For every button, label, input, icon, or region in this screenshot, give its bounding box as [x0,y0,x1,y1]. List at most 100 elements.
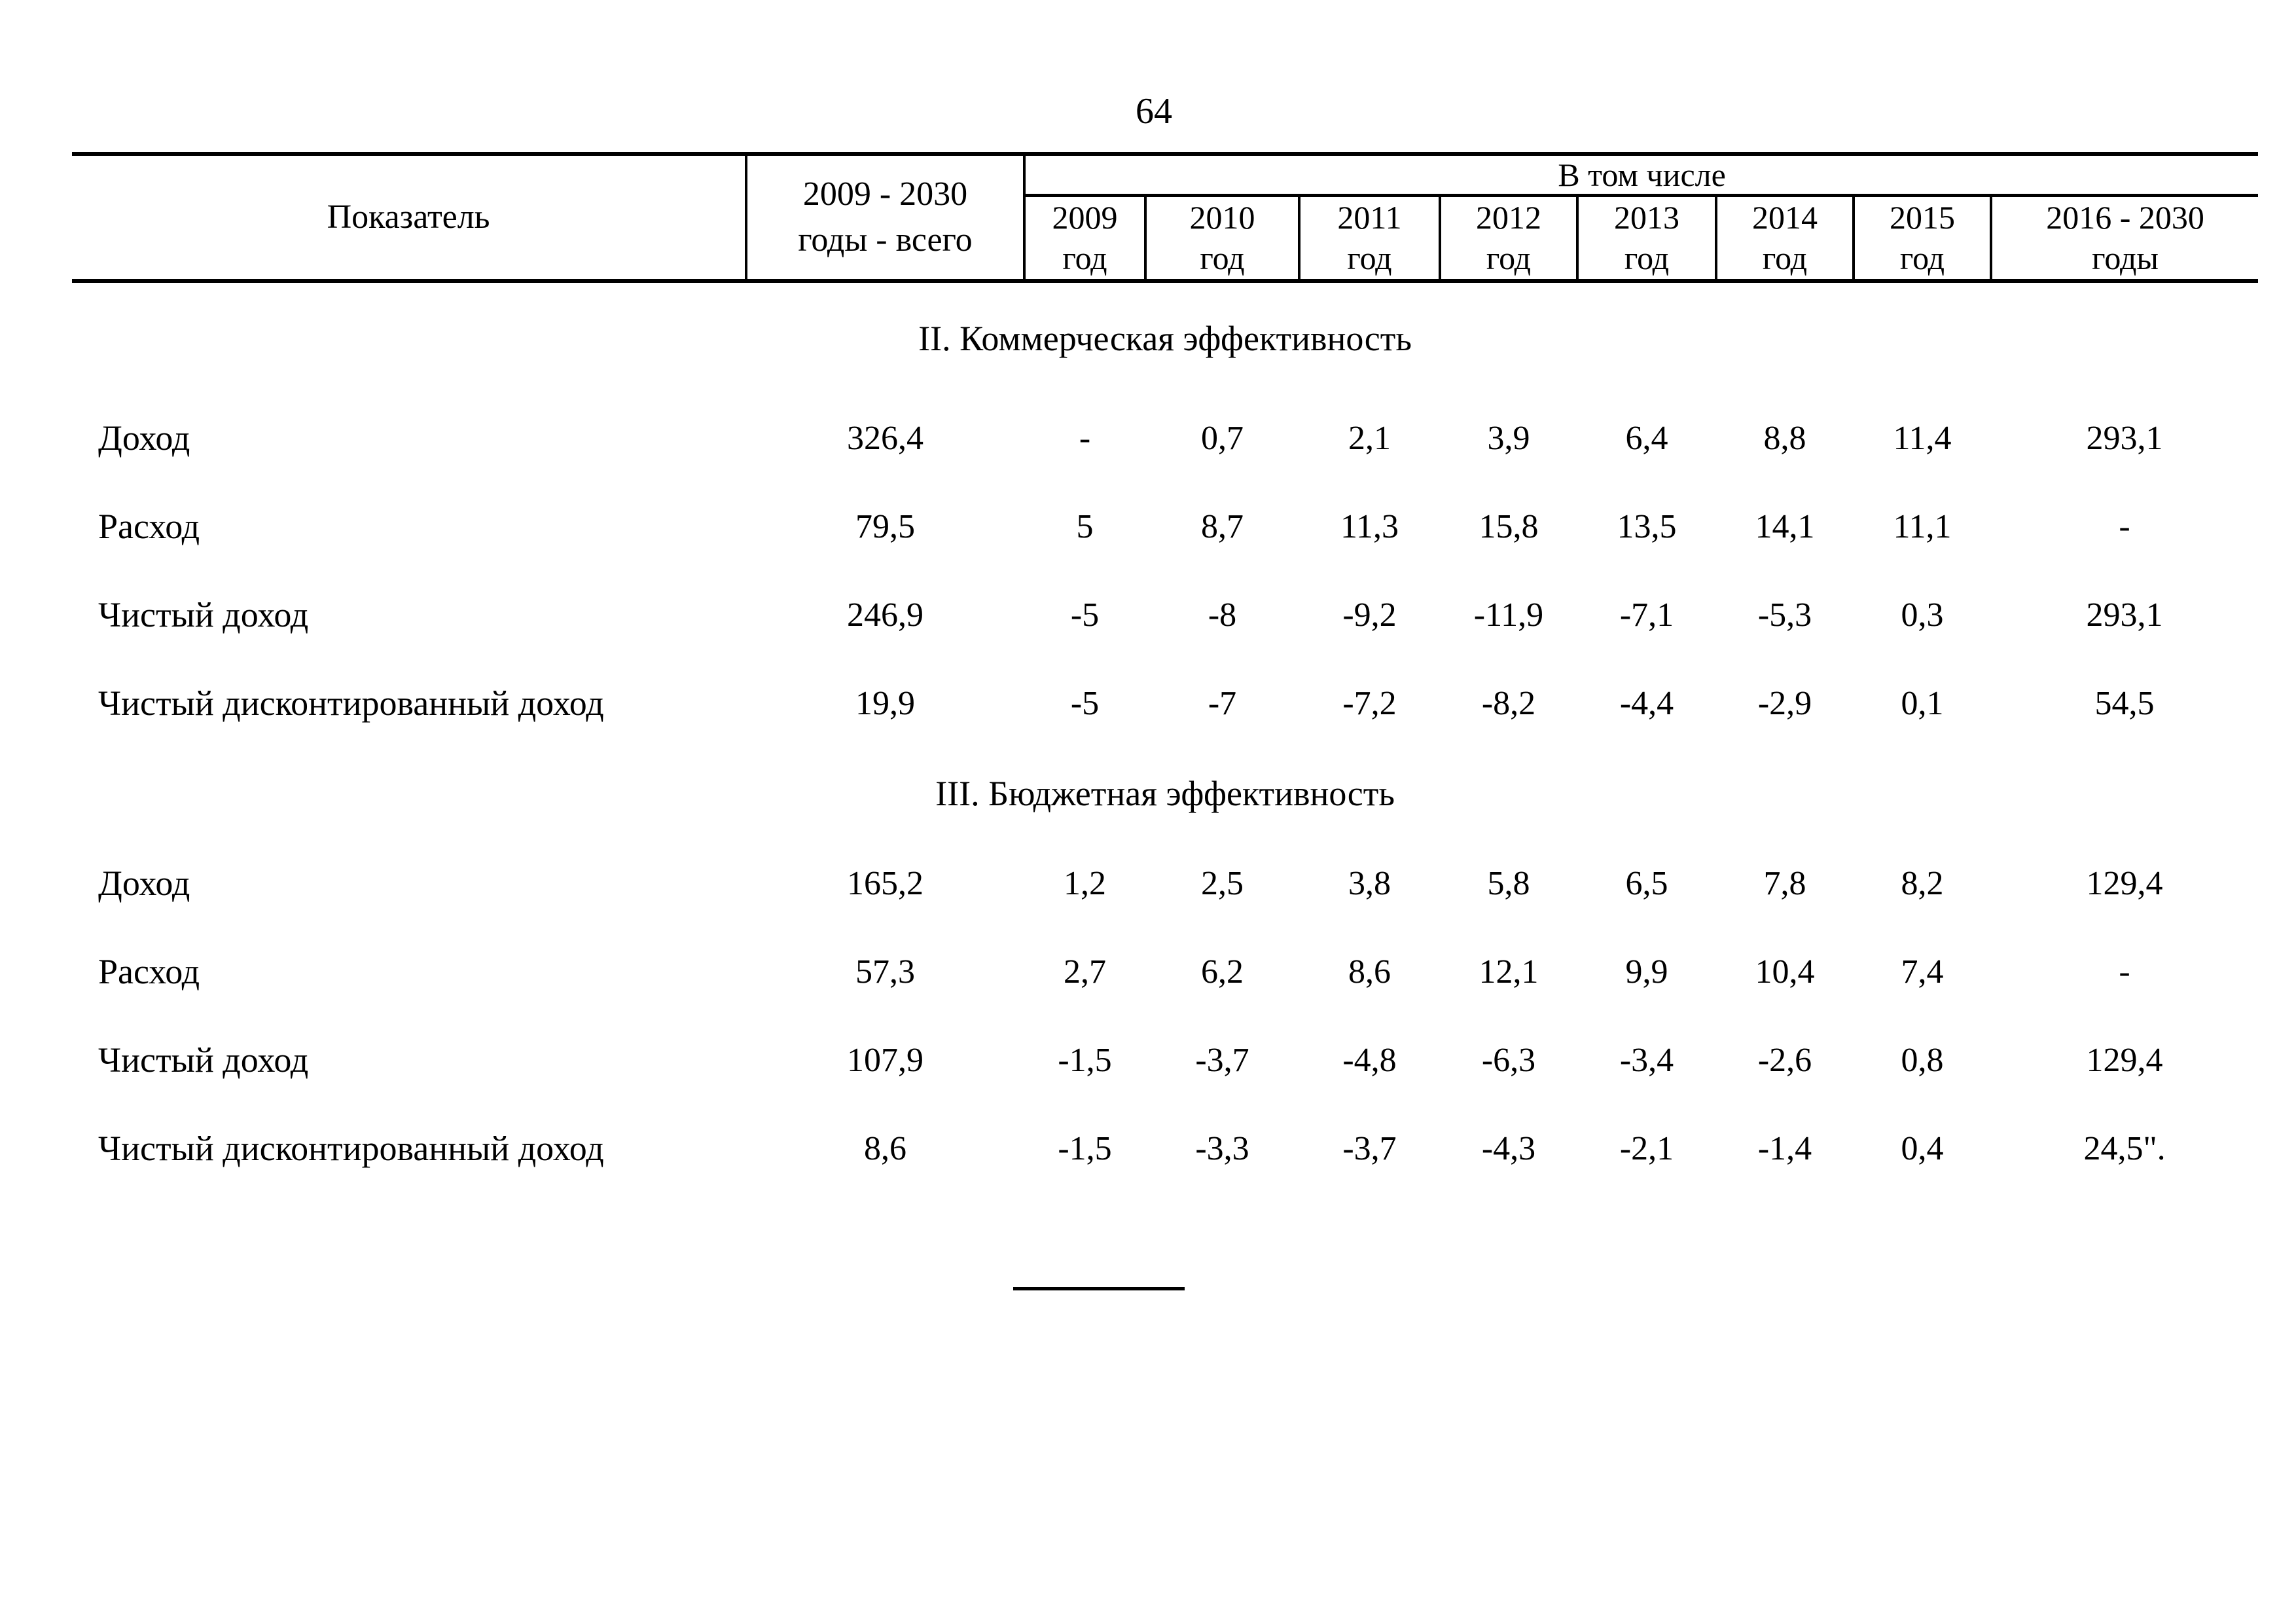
value-cell: - [1079,419,1091,457]
value-cell: -7 [1208,684,1237,722]
table-row: Расход 79,5 5 8,7 11,3 15,8 13,5 14,1 11… [72,483,2258,571]
header-row-years: 2009 год 2010 год 2011 год 2012 год 2013 [72,195,2259,283]
col-header-included: В том числе [1024,154,2259,197]
year-value: 2013 [1614,199,1679,236]
value-cell: 0,8 [1901,1041,1944,1079]
year-unit: год [1762,240,1808,277]
col-header-year-2016-2030: 2016 - 2030 годы [1991,195,2259,283]
year-unit: год [1347,240,1392,277]
year-unit: год [1200,240,1245,277]
value-cell: -7,1 [1619,596,1674,634]
table-row: Доход 165,2 1,2 2,5 3,8 5,8 6,5 7,8 8,2 … [72,839,2258,928]
value-cell: 8,2 [1901,864,1944,902]
value-cell: 5 [1076,507,1094,545]
value-cell: 129,4 [2086,1041,2163,1079]
value-cell: 326,4 [847,419,924,457]
table-row: Чистый дисконтированный доход 8,6 -1,5 -… [72,1104,2258,1193]
table-row: Чистый дисконтированный доход 19,9 -5 -7… [72,659,2258,748]
col-header-year-2015: 2015 год [1854,195,1992,283]
value-cell: 11,3 [1340,507,1399,545]
value-cell: 6,4 [1625,419,1668,457]
row-label: Чистый дисконтированный доход [98,1129,604,1168]
year-value: 2014 [1752,199,1818,236]
col-header-total-line1: 2009 - 2030 [802,175,968,213]
value-cell: -4,8 [1342,1041,1397,1079]
value-cell: 7,4 [1901,953,1944,991]
value-cell: 54,5 [2094,684,2155,722]
row-label: Доход [98,418,190,458]
year-value: 2010 [1189,199,1255,236]
row-label: Чистый доход [98,595,309,634]
value-cell: 6,2 [1201,953,1244,991]
header-row-group: Показатель 2009 - 2030 годы - всего В то… [72,154,2259,283]
value-cell: 2,1 [1348,419,1391,457]
year-value: 2012 [1476,199,1541,236]
value-cell: -7,2 [1342,684,1397,722]
value-cell: 11,4 [1893,419,1952,457]
value-cell: 8,8 [1763,419,1806,457]
value-cell: 10,4 [1755,953,1815,991]
value-cell: -3,7 [1342,1129,1397,1167]
year-unit: год [1624,240,1670,277]
value-cell: -6,3 [1481,1041,1536,1079]
year-unit: год [1899,240,1945,277]
value-cell: -1,4 [1757,1129,1812,1167]
year-value: 2009 [1052,199,1118,236]
year-value: 2015 [1890,199,1955,236]
value-cell: 8,7 [1201,507,1244,545]
value-cell: 7,8 [1763,864,1806,902]
table-row: Доход 326,4 - 0,7 2,1 3,9 6,4 8,8 11,4 2… [72,394,2258,483]
value-cell: -2,9 [1757,684,1812,722]
page-number: 64 [1136,91,1172,132]
effectiveness-table: Показатель 2009 - 2030 годы - всего В то… [72,152,2259,1193]
value-cell: 2,5 [1201,864,1244,902]
row-label: Доход [98,864,190,903]
value-cell: - [2119,507,2130,545]
value-cell: 0,3 [1901,596,1944,634]
value-cell: -9,2 [1342,596,1397,634]
value-cell: 129,4 [2086,864,2163,902]
value-cell: 0,1 [1901,684,1944,722]
value-cell: 9,9 [1625,953,1668,991]
value-cell: -3,4 [1619,1041,1674,1079]
year-unit: год [1062,240,1107,277]
col-header-total-line2: годы - всего [798,221,973,259]
section-title-budget: III. Бюджетная эффективность [935,773,1395,813]
value-cell: 293,1 [2086,596,2163,634]
row-label: Расход [98,952,200,991]
value-cell: 14,1 [1755,507,1815,545]
value-cell: 246,9 [847,596,924,634]
value-cell: 13,5 [1617,507,1677,545]
value-cell: -4,3 [1481,1129,1536,1167]
value-cell: 11,1 [1893,507,1952,545]
value-cell: 3,8 [1348,864,1391,902]
year-value: 2016 - 2030 [2046,199,2204,236]
year-unit: год [1486,240,1532,277]
value-cell: 165,2 [847,864,924,902]
value-cell: 1,2 [1064,864,1106,902]
value-cell: -8 [1208,596,1237,634]
col-header-year-2009: 2009 год [1024,195,1147,283]
year-unit: годы [2092,240,2159,277]
value-cell: 0,4 [1901,1129,1944,1167]
value-cell: 5,8 [1487,864,1530,902]
col-header-indicator: Показатель [72,154,747,283]
value-cell: 0,7 [1201,419,1244,457]
value-cell: -1,5 [1058,1041,1112,1079]
value-cell: -11,9 [1473,596,1544,634]
value-cell: 293,1 [2086,419,2163,457]
value-cell: -2,6 [1757,1041,1812,1079]
value-cell: -3,3 [1195,1129,1249,1167]
value-cell: 57,3 [855,953,915,991]
value-cell: -8,2 [1481,684,1536,722]
value-cell: 24,5". [2083,1129,2166,1167]
value-cell: 15,8 [1479,507,1539,545]
col-header-year-2010: 2010 год [1145,195,1300,283]
table-row: Чистый доход 107,9 -1,5 -3,7 -4,8 -6,3 -… [72,1016,2258,1104]
value-cell: -4,4 [1619,684,1674,722]
value-cell: 8,6 [864,1129,906,1167]
section-row: III. Бюджетная эффективность [72,748,2258,839]
section-row: II. Коммерческая эффективность [72,281,2258,394]
col-header-year-2012: 2012 год [1440,195,1579,283]
